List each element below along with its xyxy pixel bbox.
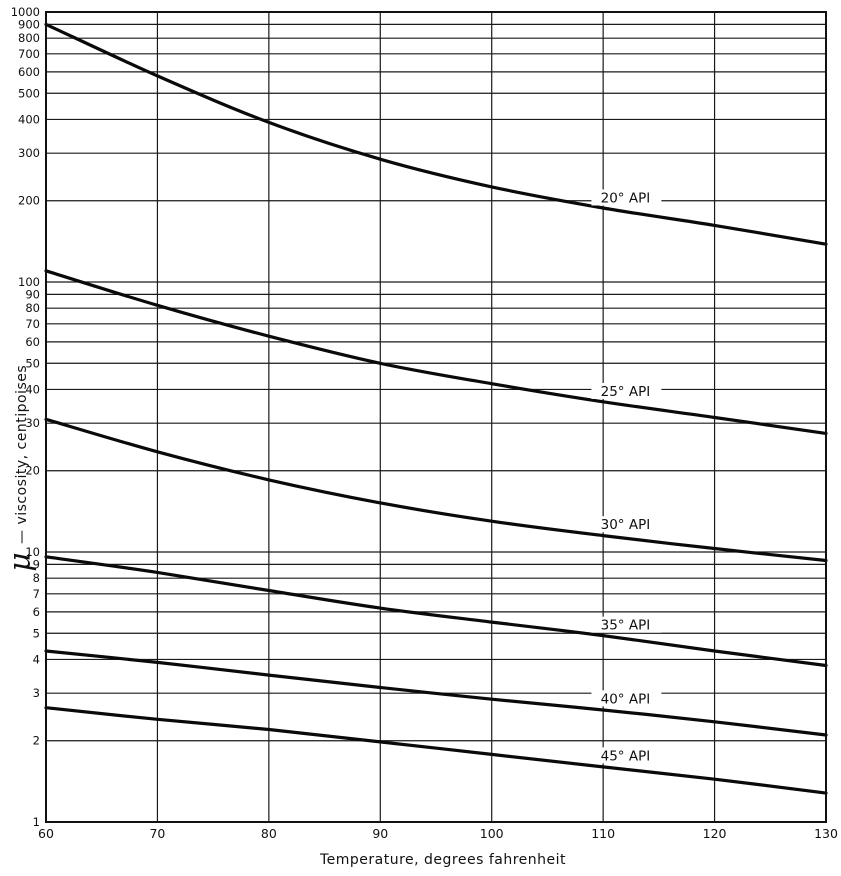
series-label-group: 20° API bbox=[591, 189, 662, 206]
y-tick-label: 1000 bbox=[11, 5, 40, 19]
x-tick-label: 120 bbox=[703, 826, 727, 841]
y-tick-label: 5 bbox=[33, 626, 40, 640]
series-line-40-api bbox=[44, 649, 828, 737]
series-label-group: 40° API bbox=[591, 690, 662, 707]
y-tick-label: 500 bbox=[18, 86, 40, 100]
x-tick-label: 70 bbox=[149, 826, 165, 841]
series-line-25-api bbox=[44, 269, 828, 435]
x-tick-label: 60 bbox=[38, 826, 54, 841]
y-tick-label: 70 bbox=[25, 317, 40, 331]
series-label-30-api: 30° API bbox=[601, 517, 651, 533]
x-axis-ticks: 60 70 80 90 100 110 120 130 bbox=[38, 826, 838, 841]
series-label-group: 45° API bbox=[591, 747, 662, 764]
y-tick-label: 10 bbox=[25, 545, 40, 559]
y-tick-label: 2 bbox=[33, 734, 40, 748]
series-label-background bbox=[591, 189, 662, 206]
x-tick-label: 90 bbox=[372, 826, 388, 841]
y-tick-label: 50 bbox=[25, 356, 40, 370]
series-label-25-api: 25° API bbox=[601, 384, 651, 400]
y-tick-label: 700 bbox=[18, 47, 40, 61]
y-tick-label: 800 bbox=[18, 31, 40, 45]
y-tick-label: 200 bbox=[18, 194, 40, 208]
series-label-group: 25° API bbox=[591, 382, 662, 400]
series-label-background bbox=[591, 747, 662, 764]
series-line-20-api bbox=[44, 22, 828, 246]
y-tick-label: 600 bbox=[18, 65, 40, 79]
y-tick-label: 80 bbox=[25, 301, 40, 315]
series-lines bbox=[44, 22, 828, 795]
y-tick-label: 3 bbox=[33, 686, 40, 700]
series-label-background bbox=[591, 516, 662, 533]
x-tick-label: 130 bbox=[814, 826, 838, 841]
y-tick-label: 300 bbox=[18, 146, 40, 160]
series-line-30-api bbox=[44, 417, 828, 563]
x-tick-label: 100 bbox=[480, 826, 504, 841]
series-label-background bbox=[591, 382, 662, 399]
series-label-20-api: 20° API bbox=[601, 190, 651, 206]
y-tick-label: 30 bbox=[25, 416, 40, 430]
series-label-35-api: 35° API bbox=[601, 618, 651, 634]
y-tick-label: 7 bbox=[33, 587, 40, 601]
series-label-group: 35° API bbox=[591, 616, 662, 634]
y-tick-label: 8 bbox=[33, 571, 40, 585]
y-tick-label: 9 bbox=[33, 557, 40, 571]
y-tick-label: 6 bbox=[33, 605, 40, 619]
series-label-background bbox=[591, 690, 662, 707]
y-tick-label: 400 bbox=[18, 112, 40, 126]
y-tick-label: 4 bbox=[33, 652, 40, 666]
series-label-background bbox=[591, 616, 662, 633]
y-tick-label: 100 bbox=[18, 275, 40, 289]
series-label-40-api: 40° API bbox=[601, 691, 651, 707]
x-tick-label: 80 bbox=[261, 826, 277, 841]
y-tick-label: 20 bbox=[25, 464, 40, 478]
y-tick-label: 900 bbox=[18, 17, 40, 31]
y-axis-title-group: μ — viscosity, centipoises bbox=[3, 365, 38, 572]
series-label-45-api: 45° API bbox=[601, 748, 651, 764]
y-axis-symbol: μ bbox=[3, 552, 38, 572]
series-line-35-api bbox=[44, 555, 828, 668]
y-tick-label: 40 bbox=[25, 382, 40, 396]
plot-frame bbox=[45, 11, 827, 823]
x-tick-label: 110 bbox=[591, 826, 615, 841]
y-axis-title: — viscosity, centipoises bbox=[14, 365, 30, 544]
x-axis-title: Temperature, degrees fahrenheit bbox=[319, 852, 566, 868]
series-labels: 20° API 25° API 30° API 35° API 40° API 45° A… bbox=[591, 189, 662, 764]
y-tick-label: 1 bbox=[33, 815, 40, 829]
series-label-group: 30° API bbox=[591, 516, 662, 533]
y-tick-label: 60 bbox=[25, 335, 40, 349]
series-line-45-api bbox=[44, 706, 828, 795]
y-tick-label: 90 bbox=[25, 287, 40, 301]
